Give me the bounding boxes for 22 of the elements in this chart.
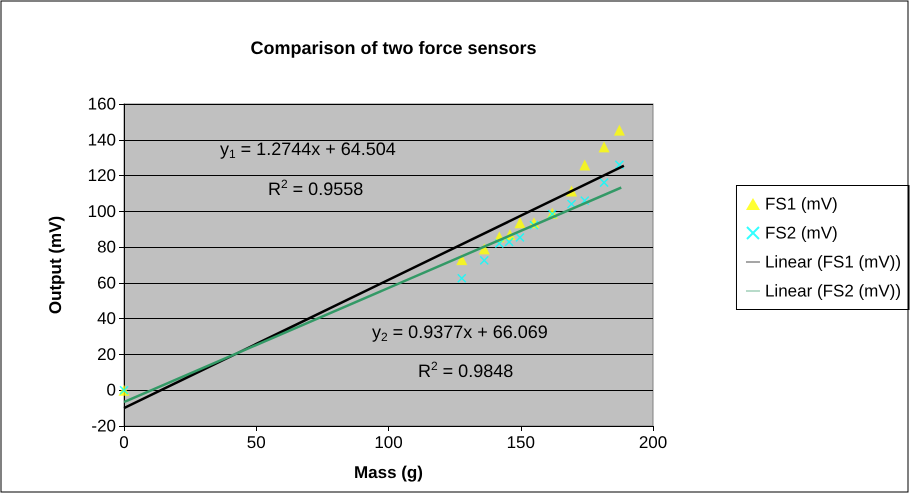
x-tick-label: 0 bbox=[119, 433, 129, 452]
y-tick-label: -20 bbox=[91, 416, 116, 436]
y-tick-label: 60 bbox=[97, 273, 116, 292]
y-tick-label: 40 bbox=[97, 309, 116, 328]
x-tick-label: 100 bbox=[374, 433, 403, 452]
x-tick-label: 200 bbox=[638, 433, 668, 452]
y-tick-label: 0 bbox=[106, 380, 116, 400]
y-tick-label: 160 bbox=[88, 94, 116, 114]
x-axis-title: Mass (g) bbox=[354, 463, 423, 482]
y-tick-label: 20 bbox=[97, 344, 116, 364]
x-tick-label: 150 bbox=[506, 433, 535, 452]
legend-label: FS1 (mV) bbox=[764, 194, 838, 214]
legend-label: Linear (FS1 (mV)) bbox=[764, 252, 902, 272]
y-tick-label: 100 bbox=[88, 202, 116, 221]
x-tick-label: 50 bbox=[246, 433, 266, 452]
chart-title: Comparison of two force sensors bbox=[250, 38, 537, 58]
legend-label: Linear (FS2 (mV)) bbox=[764, 282, 902, 300]
legend-label: FS2 (mV) bbox=[764, 224, 838, 242]
y-tick-label: 140 bbox=[88, 130, 116, 150]
y-tick-label: 120 bbox=[88, 166, 116, 186]
y-axis-title: Output (mV) bbox=[46, 216, 65, 314]
y-tick-label: 80 bbox=[97, 238, 116, 257]
